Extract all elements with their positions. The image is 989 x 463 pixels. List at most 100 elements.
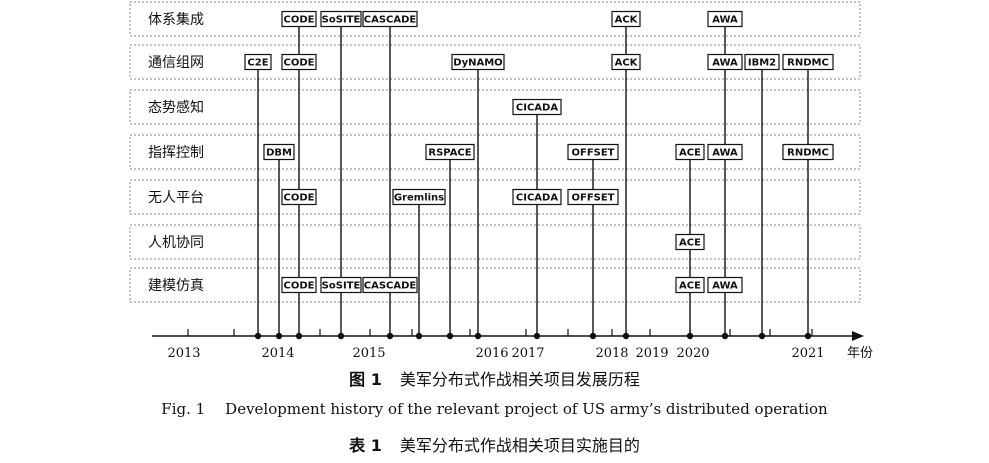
project-box-label: CODE [284,15,315,26]
year-label: 2013 [167,346,200,361]
project-box: ACE [675,233,705,251]
year-label: 2015 [352,346,385,361]
figure-number-en: Fig. 1 [161,400,206,418]
figure-title-en: Development history of the relevant proj… [225,400,828,418]
project-box-frame [362,10,418,28]
project-box-frame [244,53,272,71]
row-label: 无人平台 [148,190,204,206]
row-label: 指挥控制 [148,145,204,161]
project-box-label: SoSITE [322,281,361,292]
project-box: RNDMC [782,143,834,161]
project-box: DyNAMO [451,53,505,71]
axis-unit-label: 年份 [847,346,873,361]
project-box-frame [451,53,505,71]
row-label: 通信组网 [148,55,204,71]
year-label: 2019 [635,346,668,361]
project-box-frame [611,53,641,71]
project-box-frame [744,53,780,71]
project-box-label: CICADA [516,193,558,204]
project-box-frame [392,188,446,206]
project-box-label: DBM [266,148,292,159]
year-label: 2017 [511,346,544,361]
year-label: 2018 [595,346,628,361]
project-box-label: AWA [712,281,738,292]
project-box: CODE [281,188,317,206]
project-box-frame [320,276,362,294]
project-box-label: AWA [712,58,738,69]
project-box: RNDMC [782,53,834,71]
project-box: ACK [611,53,641,71]
project-box-label: CODE [284,193,315,204]
project-box: SoSITE [320,10,362,28]
project-box: ACK [611,10,641,28]
project-box: CICADA [512,188,562,206]
row-band [129,267,861,303]
year-label: 2014 [261,346,294,361]
row-label: 体系集成 [148,11,204,28]
project-box-label: RNDMC [787,148,829,159]
project-box-frame [707,143,743,161]
axis-arrowhead [852,331,864,341]
project-box-frame [567,188,619,206]
project-box-label: DyNAMO [453,58,502,69]
project-box-frame [707,276,743,294]
figure-caption-en: Fig. 1 Development history of the relevan… [0,400,989,418]
project-box-label: ACE [679,281,701,292]
project-box: AWA [707,53,743,71]
project-box-label: RSPACE [428,148,471,159]
row-band [129,1,861,37]
project-box: CASCADE [362,276,418,294]
row-band [129,134,861,170]
project-box: OFFSET [567,143,619,161]
year-label: 2021 [791,346,824,361]
project-box-label: AWA [712,15,738,26]
figure-caption-cn: 图 1 美军分布式作战相关项目发展历程 [0,366,989,390]
project-box-frame [281,53,317,71]
project-box-label: CICADA [516,103,558,114]
figure-title-cn: 美军分布式作战相关项目发展历程 [399,370,640,389]
project-box-frame [675,143,705,161]
project-box: DBM [263,143,295,161]
project-box: ACE [675,276,705,294]
year-label: 2016 [475,346,508,361]
project-box-frame [567,143,619,161]
project-box-frame [281,10,317,28]
project-box: CASCADE [362,10,418,28]
project-box: AWA [707,10,743,28]
project-box-frame [320,10,362,28]
row-band [129,89,861,125]
project-box-frame [263,143,295,161]
table-caption-cn: 表 1 美军分布式作战相关项目实施目的 [0,432,989,456]
project-box-label: AWA [712,148,738,159]
project-box-label: OFFSET [571,148,614,159]
project-box: RSPACE [425,143,475,161]
year-label: 2020 [676,346,709,361]
row-band [129,224,861,260]
project-box: C2E [244,53,272,71]
project-box-label: CODE [284,58,315,69]
project-box-frame [281,188,317,206]
project-box: Gremlins [392,188,446,206]
project-box-frame [782,143,834,161]
project-box-label: C2E [247,58,268,69]
project-box: SoSITE [320,276,362,294]
project-box: OFFSET [567,188,619,206]
project-box-label: ACE [679,238,701,249]
project-box-label: CODE [284,281,315,292]
project-box-frame [675,233,705,251]
project-box: CODE [281,53,317,71]
project-box: IBM2 [744,53,780,71]
project-box: AWA [707,276,743,294]
project-box-label: CASCADE [364,15,417,26]
project-box-label: Gremlins [394,193,444,204]
project-box-label: ACK [615,15,639,26]
project-box-frame [425,143,475,161]
project-box: CICADA [512,98,562,116]
row-label: 态势感知 [148,99,204,116]
project-box-frame [707,53,743,71]
project-box-label: ACK [615,58,639,69]
project-box: CODE [281,276,317,294]
project-box: AWA [707,143,743,161]
project-box-label: IBM2 [748,58,776,69]
